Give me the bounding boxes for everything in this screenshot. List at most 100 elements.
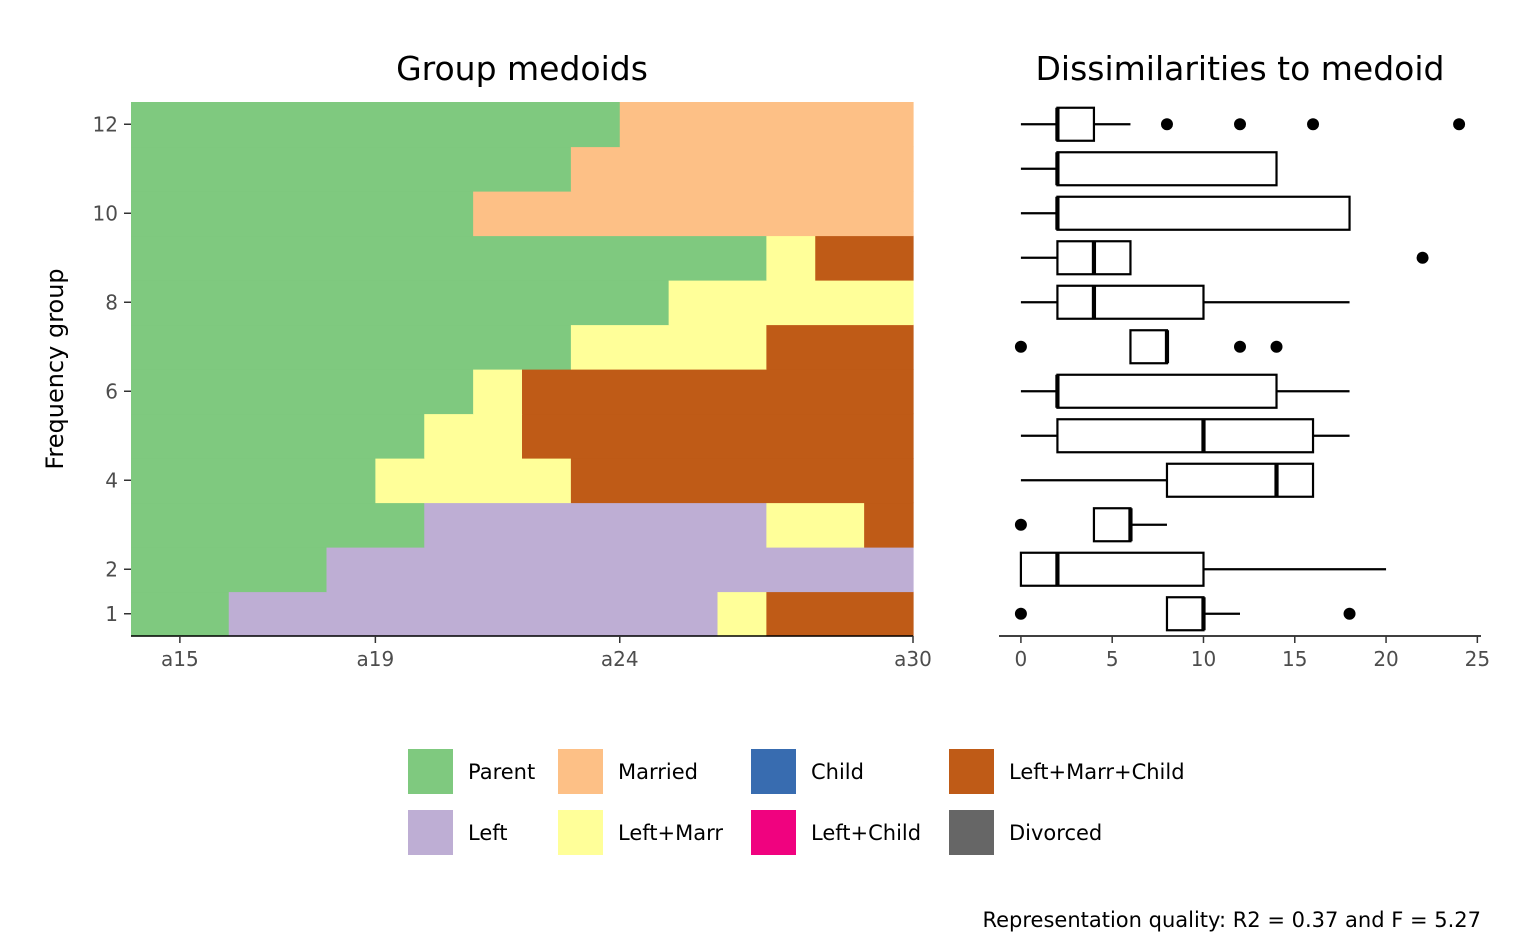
medoid-cell-g3-left-1 — [424, 502, 767, 548]
left-x-tick-label-a24: a24 — [601, 647, 639, 671]
legend-swatch-child — [751, 749, 796, 794]
medoid-cell-g6-left-marr-1 — [473, 369, 523, 415]
medoid-cell-g3-left-marr-child-3 — [864, 502, 914, 548]
box-g3 — [1092, 507, 1132, 543]
medoid-cells — [131, 102, 914, 637]
outlier-g12-1 — [1234, 118, 1246, 131]
outlier-g12-2 — [1307, 118, 1320, 131]
outlier-g9-0 — [1416, 251, 1429, 264]
boxplot-group-8 — [1020, 284, 1350, 320]
medoid-cell-g1-left-marr-child-3 — [766, 591, 914, 637]
legend-item-left: Left — [408, 810, 508, 855]
right-x-tick-label-20: 20 — [1373, 647, 1398, 671]
medoid-cell-g10-parent-0 — [131, 191, 474, 237]
legend-item-left-marr: Left+Marr — [558, 810, 723, 855]
right-x-tick-label-5: 5 — [1106, 647, 1119, 671]
left-x-tick-label-a19: a19 — [357, 647, 395, 671]
medoid-cell-g7-left-marr-1 — [570, 324, 767, 370]
boxplots — [1014, 106, 1466, 632]
legend-label-divorced: Divorced — [1009, 821, 1102, 845]
dissimilarities-title: Dissimilarities to medoid — [1036, 49, 1445, 88]
medoid-cell-g8-left-marr-1 — [668, 280, 914, 326]
right-x-tick-label-15: 15 — [1282, 647, 1307, 671]
legend-label-child: Child — [811, 760, 864, 784]
dissimilarities-panel: Dissimilarities to medoid 0 5 10 15 20 25 — [999, 49, 1490, 671]
outlier-g3-0 — [1014, 518, 1027, 531]
left-x-axis: a15 a19 a24 a30 — [161, 636, 932, 671]
boxplot-group-10 — [1020, 195, 1351, 231]
outlier-g7-1 — [1234, 340, 1246, 353]
legend: Parent Left Married Left+Marr Child Left+Chil… — [408, 749, 1185, 855]
medoid-cell-g4-parent-0 — [131, 458, 376, 504]
left-y-tick-label-4: 4 — [105, 468, 118, 492]
box-g4 — [1165, 462, 1315, 498]
outlier-g12-0 — [1160, 118, 1173, 131]
left-x-tick-label-a30: a30 — [894, 647, 932, 671]
box-g1 — [1165, 596, 1205, 632]
left-y-axis-label: Frequency group — [41, 268, 69, 469]
legend-label-left-marr: Left+Marr — [618, 821, 723, 845]
box-g7 — [1129, 329, 1169, 365]
medoid-cell-g1-parent-0 — [131, 591, 230, 637]
outlier-g7-0 — [1014, 340, 1027, 353]
left-y-tick-label-8: 8 — [105, 290, 118, 314]
box-g2 — [1019, 551, 1205, 587]
boxplot-group-2 — [1019, 551, 1387, 587]
legend-label-left-child: Left+Child — [811, 821, 921, 845]
legend-swatch-divorced — [949, 810, 994, 855]
legend-label-left: Left — [468, 821, 508, 845]
outlier-g1-0 — [1014, 607, 1027, 620]
legend-item-married: Married — [558, 749, 698, 794]
legend-item-child: Child — [751, 749, 864, 794]
legend-swatch-left-marr — [558, 810, 603, 855]
box-g11 — [1056, 151, 1278, 187]
box-g6 — [1056, 373, 1278, 409]
left-y-tick-label-2: 2 — [105, 557, 118, 581]
medoid-cell-g3-left-marr-2 — [766, 502, 865, 548]
medoid-cell-g5-left-marr-child-2 — [522, 413, 914, 459]
medoid-cell-g7-left-marr-child-2 — [766, 324, 914, 370]
boxplot-group-9 — [1020, 240, 1429, 276]
left-y-tick-label-10: 10 — [93, 201, 118, 225]
right-x-tick-label-10: 10 — [1191, 647, 1216, 671]
outlier-g7-2 — [1270, 340, 1283, 353]
medoid-cell-g2-parent-0 — [131, 547, 328, 593]
medoid-cell-g10-married-1 — [473, 191, 914, 237]
legend-swatch-left — [408, 810, 453, 855]
legend-swatch-left-child — [751, 810, 796, 855]
box-g10 — [1056, 195, 1351, 231]
medoid-cell-g4-left-marr-child-2 — [570, 458, 914, 504]
medoid-cell-g1-left-marr-2 — [717, 591, 767, 637]
medoid-cell-g9-left-marr-child-2 — [815, 235, 914, 281]
medoid-cell-g1-left-1 — [228, 591, 719, 637]
box-g12 — [1056, 106, 1096, 142]
right-x-axis: 0 5 10 15 20 25 — [1015, 636, 1490, 671]
box-g5 — [1056, 418, 1315, 454]
legend-item-left-marr-child: Left+Marr+Child — [949, 749, 1185, 794]
medoid-cell-g4-left-marr-1 — [375, 458, 572, 504]
box-g8 — [1056, 284, 1205, 320]
boxplot-group-5 — [1020, 418, 1350, 454]
group-medoids-title: Group medoids — [396, 49, 648, 88]
medoid-cell-g3-parent-0 — [131, 502, 425, 548]
legend-swatch-parent — [408, 749, 453, 794]
outlier-g12-3 — [1453, 118, 1466, 131]
right-x-tick-label-25: 25 — [1465, 647, 1490, 671]
medoid-cell-g9-parent-0 — [131, 235, 767, 281]
boxplot-group-11 — [1020, 151, 1278, 187]
boxplot-group-7 — [1014, 329, 1283, 365]
medoid-cell-g5-parent-0 — [131, 413, 425, 459]
medoid-cell-g6-left-marr-child-2 — [522, 369, 914, 415]
legend-label-left-marr-child: Left+Marr+Child — [1009, 760, 1185, 784]
boxplot-group-4 — [1020, 462, 1315, 498]
medoid-cell-g8-parent-0 — [131, 280, 670, 326]
medoid-cell-g9-left-marr-1 — [766, 235, 816, 281]
medoid-cell-g5-left-marr-1 — [424, 413, 523, 459]
right-x-tick-label-0: 0 — [1015, 647, 1028, 671]
left-x-tick-label-a15: a15 — [161, 647, 199, 671]
legend-swatch-married — [558, 749, 603, 794]
legend-label-married: Married — [618, 760, 698, 784]
